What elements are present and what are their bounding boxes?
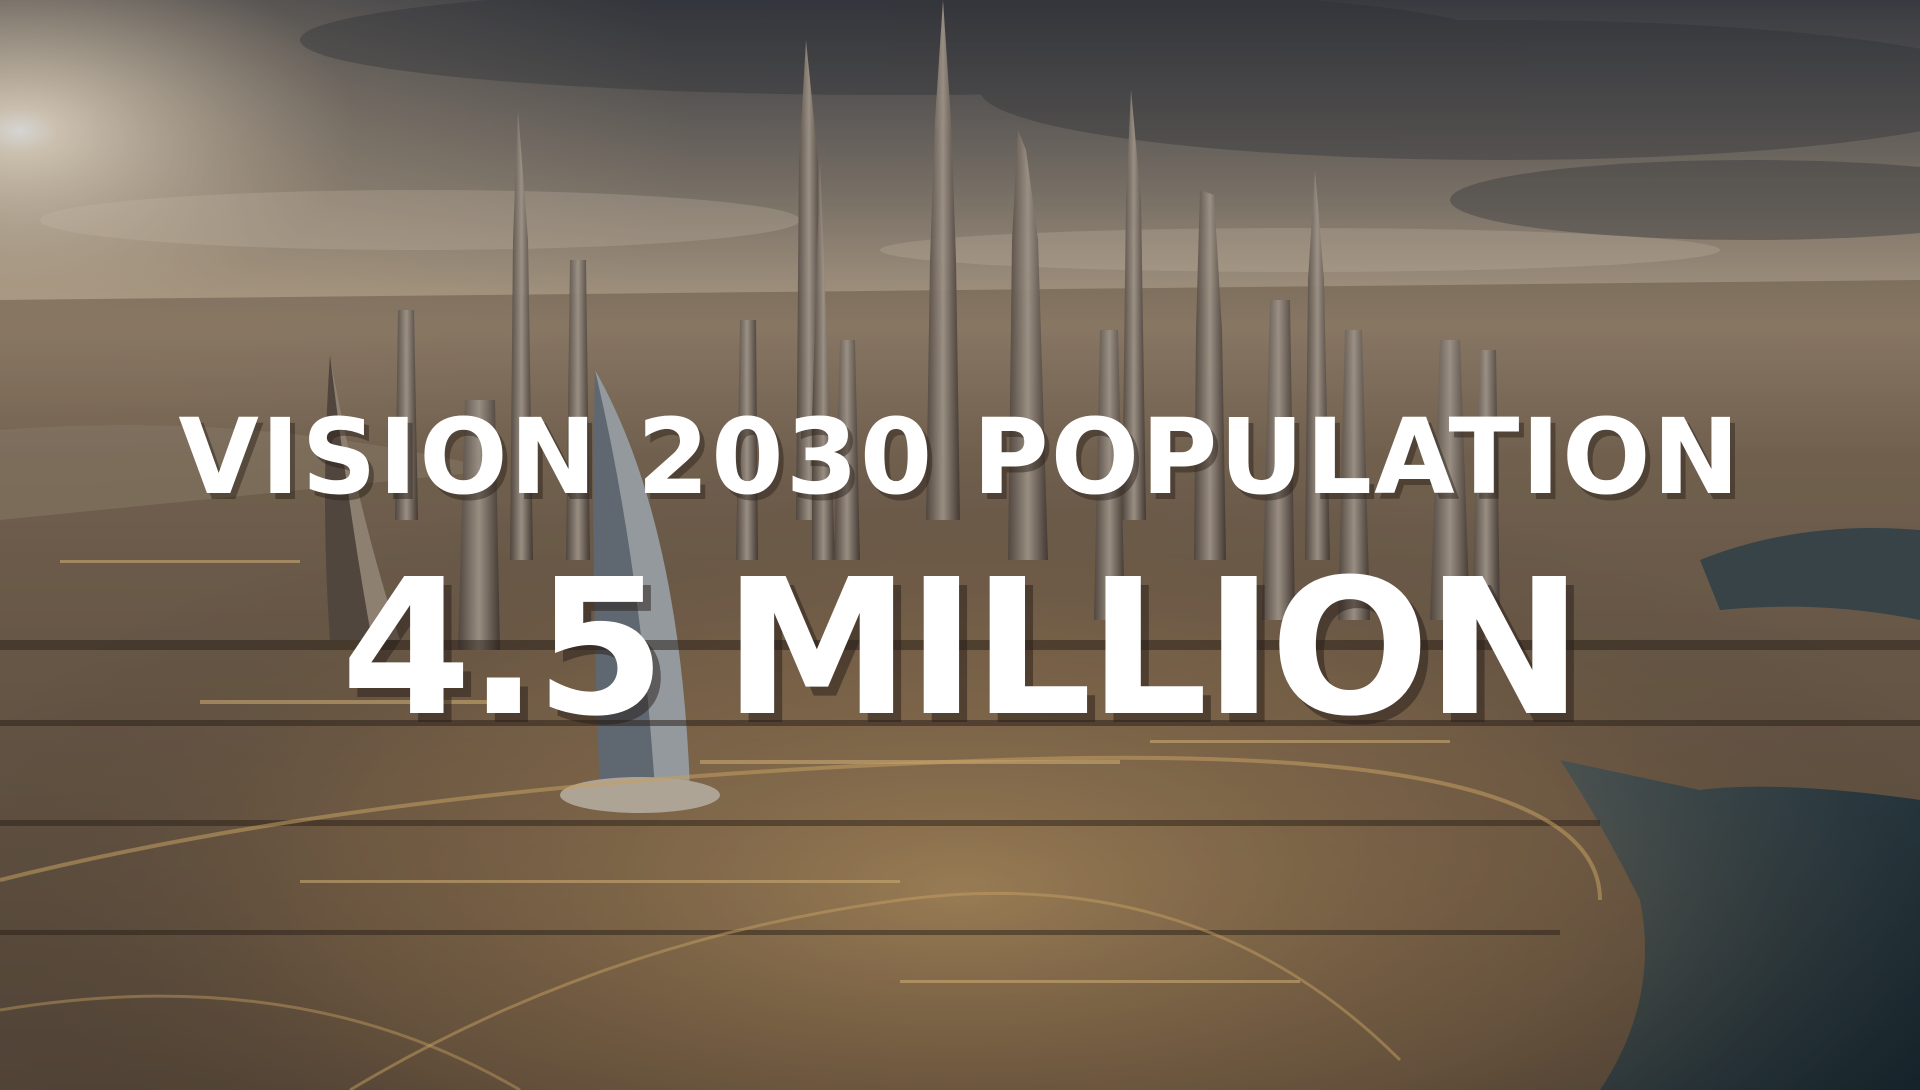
population-figure: 4.5 MILLION (340, 539, 1583, 758)
headline-title: VISION 2030 POPULATION (178, 396, 1742, 518)
